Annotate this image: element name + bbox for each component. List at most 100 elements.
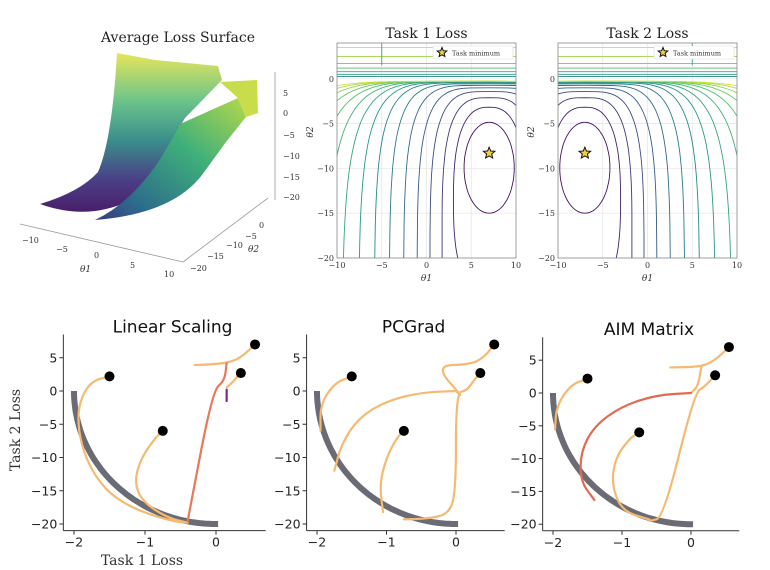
theta1-axis [19, 223, 184, 263]
z-tick-label: −5 [283, 131, 295, 140]
x-tick-label: 0 [645, 261, 650, 270]
contour-line [558, 81, 715, 258]
plot-frame [336, 42, 517, 259]
x-axis-label: θ1 [642, 274, 653, 284]
y-tick-label: −15 [31, 483, 57, 498]
y-tick-label: 0 [293, 384, 301, 399]
contour-line [463, 121, 515, 214]
surface-ylabel: θ2 [248, 245, 259, 255]
y-tick-label: −20 [538, 254, 555, 263]
contour-line [452, 106, 516, 258]
y-tick-label: 5 [49, 350, 57, 365]
y-tick-label: −5 [543, 120, 555, 129]
optimization-trajectory [648, 374, 717, 523]
x-tick-label: −5 [376, 261, 388, 270]
z-tick-label: −10 [283, 152, 300, 161]
panel-title: Linear Scaling [113, 317, 233, 337]
start-point [723, 342, 734, 353]
theta1-tick-label: 5 [130, 261, 135, 270]
contour-line [558, 83, 685, 258]
contour-line [558, 91, 645, 258]
y-tick-label: −10 [317, 164, 334, 173]
x-tick-label: 5 [690, 261, 695, 270]
x-tick-label: 0 [452, 535, 460, 550]
theta1-ticks: −10 −5 0 5 10 [22, 236, 174, 279]
optimization-trajectory [579, 391, 693, 502]
x-tick-label: −2 [544, 535, 562, 550]
contour-line [558, 84, 671, 258]
legend-star-icon [656, 46, 670, 58]
pareto-front [550, 393, 694, 528]
x-tick-label: 0 [424, 261, 429, 270]
contour-line [337, 80, 516, 87]
contour-line [558, 87, 658, 258]
optimization-trajectory [402, 371, 482, 521]
surface-panel: Average Loss Surface 50−5−10−15−20 −10−5… [19, 30, 300, 279]
y-tick-label: −5 [322, 120, 334, 129]
start-point [634, 427, 645, 438]
theta2-ticks: 0−5−10−15−20 [190, 221, 264, 273]
y-tick-label: −15 [274, 483, 300, 498]
contour-line [337, 81, 516, 158]
legend-label: Task minimum [673, 50, 721, 58]
start-point [250, 339, 261, 350]
x-tick-label: −2 [65, 535, 83, 550]
theta2-tick-label: −10 [226, 241, 243, 250]
z-tick-label: 0 [283, 109, 288, 118]
minimum-star-icon [482, 145, 497, 160]
legend [653, 45, 735, 60]
theta2-tick-label: −15 [207, 252, 224, 261]
y-axis-label: θ2 [306, 126, 316, 137]
contour-line [337, 80, 516, 102]
contour-line [558, 81, 732, 258]
y-tick-label: −20 [31, 517, 57, 532]
y-tick-label: −15 [510, 484, 536, 499]
x-tick-label: −1 [136, 535, 154, 550]
start-point [582, 373, 593, 384]
theta2-tick-label: −20 [190, 264, 207, 273]
y-tick-label: −5 [282, 417, 300, 432]
x-tick-label: 10 [511, 261, 521, 270]
bottom-ylabel: Task 2 Loss [8, 389, 24, 471]
optimization-trajectory [333, 389, 458, 472]
optimization-trajectory [553, 377, 589, 431]
optimization-trajectory [669, 345, 731, 369]
x-tick-label: −1 [377, 535, 395, 550]
y-tick-label: 0 [49, 384, 57, 399]
contour-title: Task 1 Loss [385, 26, 467, 42]
y-tick-label: 5 [293, 350, 301, 365]
theta1-tick-label: −10 [22, 236, 39, 245]
contour-line [559, 121, 611, 214]
start-point [489, 339, 500, 350]
bottom-xlabel: Task 1 Loss [101, 553, 183, 569]
contour-line [441, 97, 516, 258]
optimization-trajectory [193, 343, 257, 367]
y-tick-label: −10 [510, 451, 536, 466]
plot-frame [557, 42, 738, 259]
contour-line [429, 91, 516, 258]
y-tick-label: −20 [510, 517, 536, 532]
x-tick-label: 5 [469, 261, 474, 270]
y-tick-label: 0 [529, 386, 537, 401]
contour-line [403, 84, 516, 258]
x-tick-label: −2 [308, 535, 326, 550]
optimization-trajectory [441, 343, 496, 396]
surface-right-sheet [95, 98, 246, 220]
theta1-tick-label: 0 [94, 251, 99, 260]
z-ticks: 5 0 −5 −10 −15 −20 [283, 89, 300, 202]
x-tick-label: −1 [613, 535, 631, 550]
theta1-tick-label: −5 [56, 245, 68, 254]
z-tick-label: 5 [283, 89, 288, 98]
theta2-tick-label: 0 [259, 221, 264, 230]
start-point [346, 371, 357, 382]
theta2-tick-label: −5 [245, 232, 257, 241]
y-tick-label: 0 [329, 75, 334, 84]
contour-line [558, 97, 633, 258]
start-point [104, 371, 115, 382]
surface-back-sheet [40, 53, 222, 212]
y-tick-label: −15 [317, 209, 334, 218]
